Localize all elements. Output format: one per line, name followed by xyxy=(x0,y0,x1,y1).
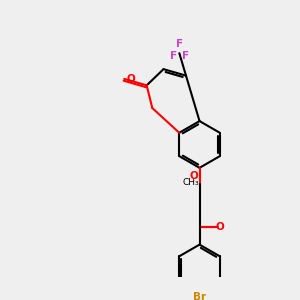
Text: O: O xyxy=(189,171,198,181)
Text: F: F xyxy=(170,51,177,61)
Text: O: O xyxy=(216,223,224,232)
Text: Br: Br xyxy=(193,292,206,300)
Text: F: F xyxy=(182,51,189,61)
Text: F: F xyxy=(176,39,183,49)
Text: O: O xyxy=(127,74,136,84)
Text: CH₃: CH₃ xyxy=(182,178,199,187)
